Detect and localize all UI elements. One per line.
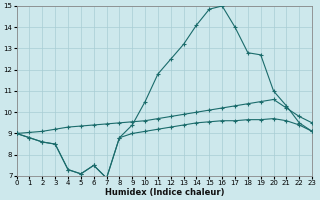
X-axis label: Humidex (Indice chaleur): Humidex (Indice chaleur) [105, 188, 224, 197]
